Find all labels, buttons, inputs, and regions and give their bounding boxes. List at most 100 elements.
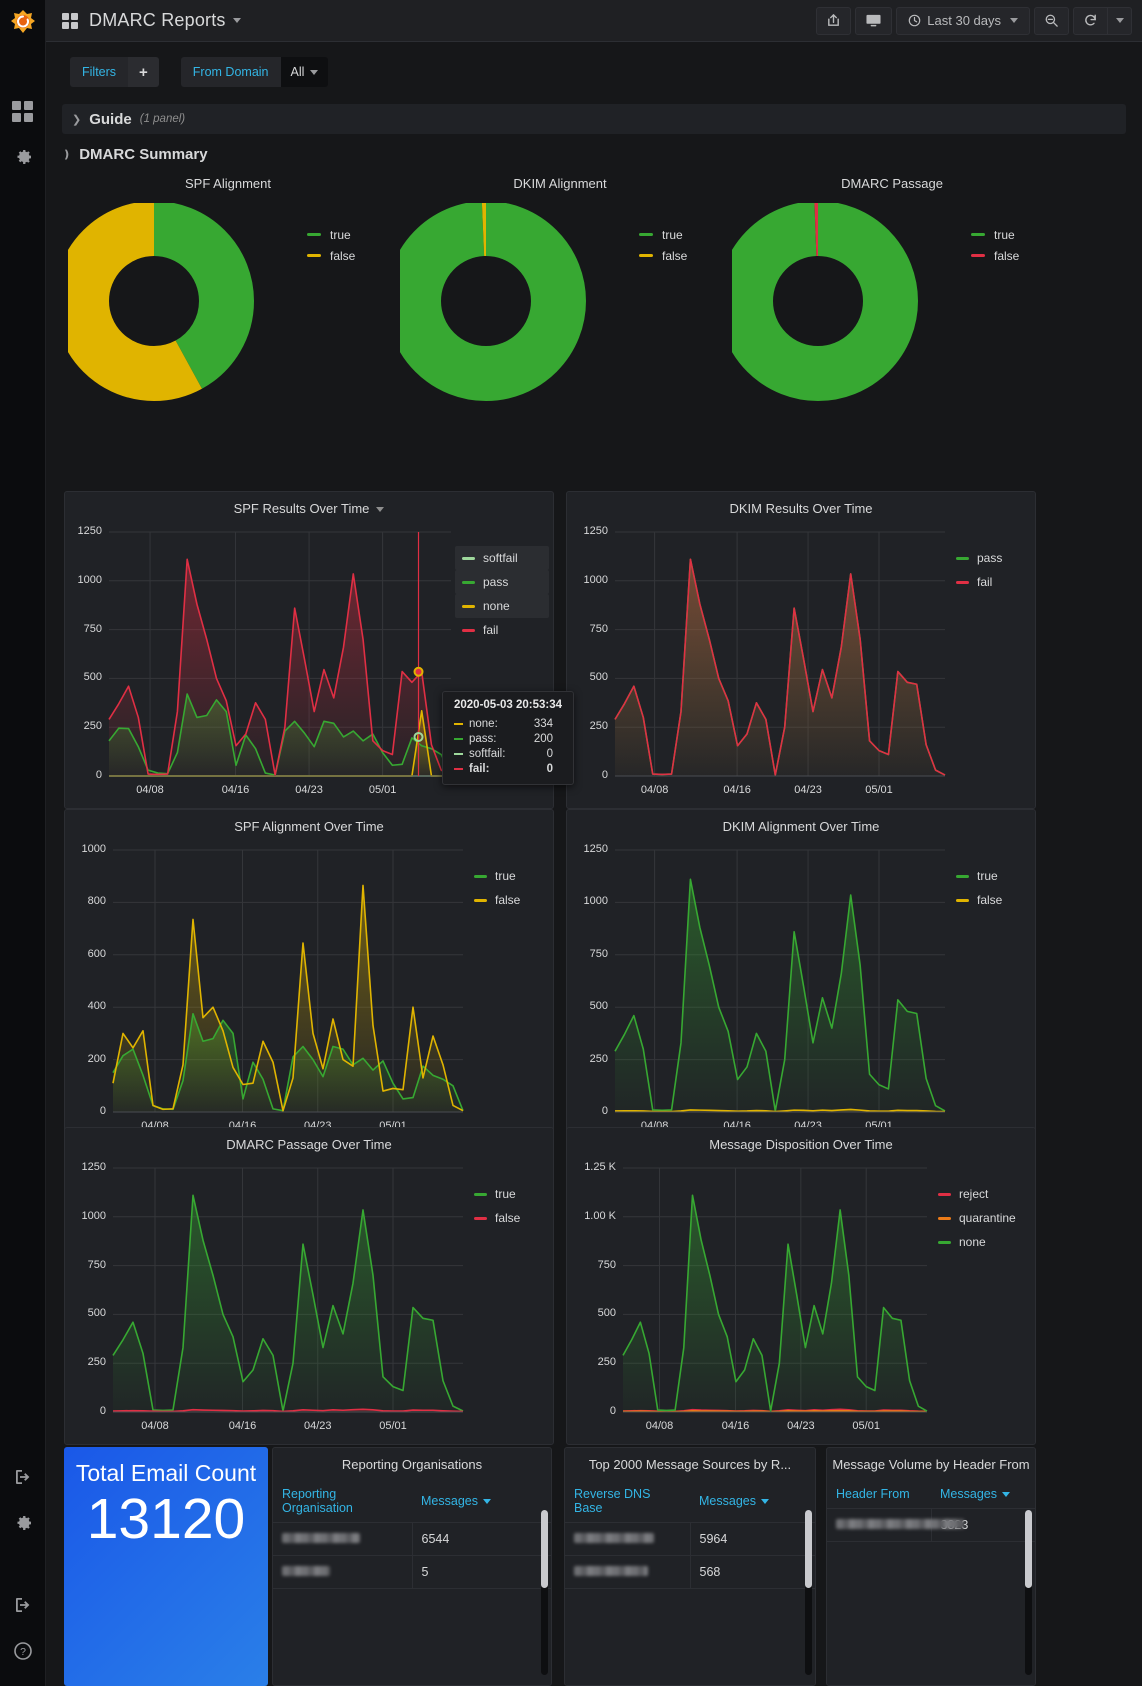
time-range-picker[interactable]: Last 30 days <box>896 6 1030 35</box>
panel-title[interactable]: DMARC Passage Over Time <box>65 1128 553 1152</box>
column-header[interactable]: Reverse DNS Base <box>565 1480 690 1523</box>
series-line-true[interactable] <box>112 1194 464 1412</box>
from-domain-select[interactable]: All <box>280 57 329 87</box>
legend-item[interactable]: false <box>467 1206 549 1230</box>
donut-slice-false[interactable] <box>400 203 586 401</box>
row-header-dmarc-summary[interactable]: ❫ DMARC Summary <box>62 139 208 169</box>
sidebar-item-help[interactable]: ? <box>0 1628 46 1674</box>
legend-item[interactable]: pass <box>455 570 549 594</box>
legend-item[interactable]: reject <box>931 1182 1031 1206</box>
cell-name <box>273 1555 413 1589</box>
legend-item[interactable]: fail <box>455 618 549 642</box>
table-row[interactable]: 6544 <box>273 1522 551 1556</box>
time-range-label: Last 30 days <box>927 13 1001 28</box>
legend-item[interactable]: none <box>455 594 549 618</box>
series-line-true[interactable] <box>614 878 946 1112</box>
panel-title[interactable]: DKIM Alignment Over Time <box>567 810 1035 834</box>
sidebar-item-sign-in[interactable] <box>0 1454 46 1500</box>
y-axis-tick: 250 <box>589 1052 608 1065</box>
graph-area[interactable]: 0 250 500 750 1000 1250 04/08 04/16 04/23 05/01 pa… <box>567 518 1035 808</box>
column-header[interactable]: Messages <box>690 1480 815 1523</box>
graph-area[interactable]: 0 200 400 600 800 1000 04/08 04/16 04/23 05/01 tru… <box>65 836 553 1144</box>
column-header[interactable]: Reporting Organisation <box>273 1480 412 1523</box>
legend-item[interactable]: false <box>949 888 1031 912</box>
column-header[interactable]: Messages <box>412 1480 551 1523</box>
table-scrollbar[interactable] <box>1025 1510 1032 1675</box>
panel-title[interactable]: SPF Results Over Time <box>65 492 553 516</box>
legend-swatch-true <box>971 233 985 236</box>
donut-legend: true false <box>971 224 1019 266</box>
legend-item[interactable]: true <box>467 864 549 888</box>
grafana-logo-icon[interactable] <box>6 6 40 40</box>
table-header-row: Header From Messages <box>827 1480 1035 1509</box>
page-title[interactable]: DMARC Reports <box>89 10 226 30</box>
variable-bar: Filters + From Domain All <box>46 42 1142 102</box>
chart-svg <box>112 849 464 1113</box>
legend-item[interactable]: true <box>949 864 1031 888</box>
panel-dmarc-passage: DMARC Passage true false <box>726 176 1058 426</box>
panel-title: SPF Alignment <box>185 176 271 191</box>
table-scrollbar[interactable] <box>541 1510 548 1675</box>
legend-item[interactable]: true <box>971 224 1019 245</box>
legend-item[interactable]: none <box>931 1230 1031 1254</box>
graph-area[interactable]: 0 250 500 750 1000 1250 04/08 04/16 04/23 05/01 tr… <box>65 1154 553 1444</box>
table-row[interactable]: 5964 <box>565 1522 815 1556</box>
sidebar-item-sign-in-bottom[interactable] <box>0 1582 46 1628</box>
panel-title[interactable]: DKIM Results Over Time <box>567 492 1035 516</box>
panel-total-email-count[interactable]: Total Email Count 13120 <box>64 1447 268 1686</box>
sort-caret-icon <box>760 1499 769 1505</box>
column-header[interactable]: Messages <box>931 1480 1035 1509</box>
series-line-false[interactable] <box>112 1408 464 1413</box>
panel-title[interactable]: Message Disposition Over Time <box>567 1128 1035 1152</box>
sidebar-item-dashboards[interactable] <box>0 88 46 134</box>
y-axis-tick: 1250 <box>583 525 608 537</box>
series-line-fail[interactable] <box>108 558 452 776</box>
graph-area[interactable]: 0 250 500 750 1000 1250 04/08 04/16 04/23 05/01 so… <box>65 518 553 808</box>
scrollbar-thumb[interactable] <box>541 1510 548 1588</box>
legend-item[interactable]: true <box>307 224 355 245</box>
legend-item[interactable]: false <box>971 245 1019 266</box>
legend-item[interactable]: quarantine <box>931 1206 1031 1230</box>
add-filter-button[interactable]: + <box>128 57 159 87</box>
column-header[interactable]: Header From <box>827 1480 931 1509</box>
zoom-out-button[interactable] <box>1034 6 1069 35</box>
series-line-none[interactable] <box>622 1194 928 1412</box>
scrollbar-thumb[interactable] <box>1025 1510 1032 1588</box>
legend-item[interactable]: false <box>307 245 355 266</box>
legend-label: softfail <box>483 551 518 565</box>
filters-label[interactable]: Filters <box>70 57 129 87</box>
y-axis-tick: 800 <box>87 895 106 908</box>
tooltip-value: 0 <box>546 762 553 775</box>
legend-item[interactable]: pass <box>949 546 1031 570</box>
table-scrollbar[interactable] <box>805 1510 812 1675</box>
graph-area[interactable]: 0 250 500 750 1.00 K 1.25 K 04/08 04/16 04/23 05/… <box>567 1154 1035 1444</box>
donut-slice-false[interactable] <box>68 203 254 401</box>
series-line-false[interactable] <box>112 884 464 1112</box>
series-line-fail[interactable] <box>614 558 946 776</box>
sidebar-item-configuration[interactable] <box>0 134 46 180</box>
tv-mode-button[interactable] <box>855 6 893 35</box>
row-header-guide[interactable]: ❯ Guide (1 panel) <box>62 104 1126 134</box>
tooltip-row: softfail: 0 <box>454 746 562 761</box>
graph-area[interactable]: 0 250 500 750 1000 1250 04/08 04/16 04/23 05/01 tr… <box>567 836 1035 1144</box>
share-button[interactable] <box>816 6 852 35</box>
legend-item[interactable]: false <box>467 888 549 912</box>
legend-item[interactable]: false <box>639 245 687 266</box>
sidebar-item-settings[interactable] <box>0 1500 46 1546</box>
donut-slice-false[interactable] <box>732 203 918 401</box>
legend-item[interactable]: softfail <box>455 546 549 570</box>
chevron-down-icon[interactable] <box>376 507 385 513</box>
table-row[interactable]: 568 <box>565 1555 815 1589</box>
chevron-down-icon[interactable] <box>232 18 241 23</box>
panel-title[interactable]: SPF Alignment Over Time <box>65 810 553 834</box>
refresh-icon <box>1085 14 1096 26</box>
legend-item[interactable]: fail <box>949 570 1031 594</box>
refresh-button[interactable] <box>1073 6 1108 35</box>
scrollbar-thumb[interactable] <box>805 1510 812 1588</box>
legend-label: false <box>495 1211 521 1225</box>
legend-item[interactable]: true <box>639 224 687 245</box>
refresh-interval-dropdown[interactable] <box>1108 6 1132 35</box>
table-row[interactable]: 5 <box>273 1555 551 1589</box>
table-row[interactable]: 3823 <box>827 1508 1035 1542</box>
legend-item[interactable]: true <box>467 1182 549 1206</box>
